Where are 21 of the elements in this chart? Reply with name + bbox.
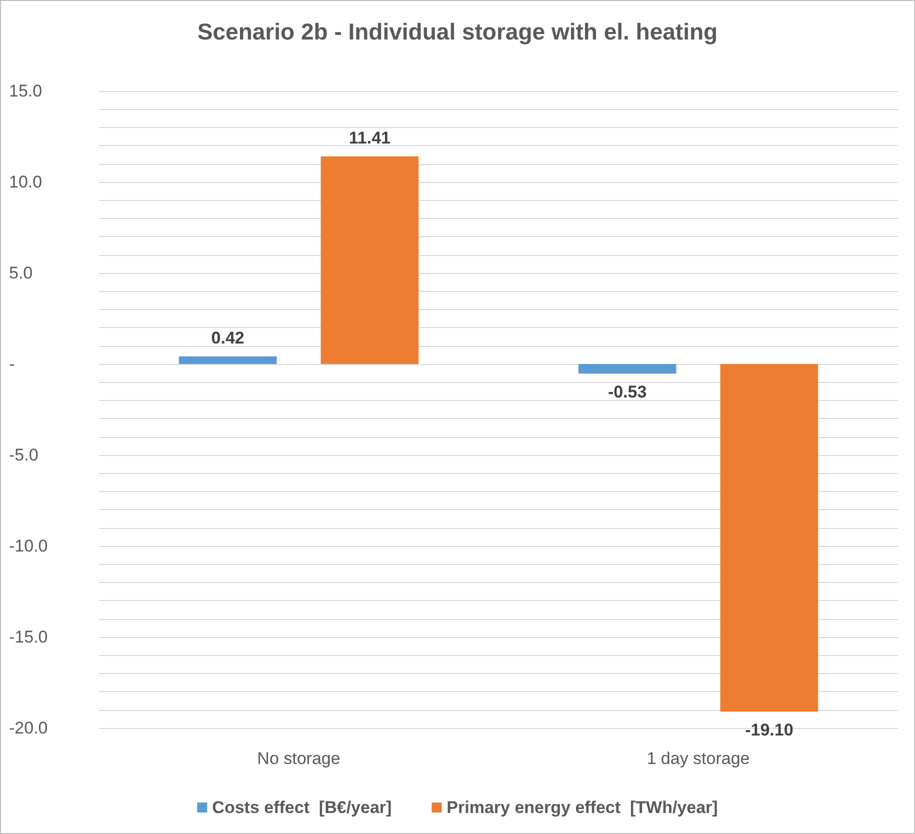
data-label: -0.53 [608,382,647,402]
y-tick-label: -10.0 [9,536,48,556]
bar [178,356,277,364]
data-label: 11.41 [348,128,390,148]
x-tick-label: 1 day storage [646,749,750,768]
legend-label: Primary energy effect [TWh/year] [446,798,718,817]
data-label: 0.42 [211,328,244,348]
y-tick-label: 10.0 [9,172,42,192]
bar [578,364,676,374]
y-tick-label: 15.0 [9,82,42,100]
bar [720,364,818,712]
chart-title: Scenario 2b - Individual storage with el. heating [197,18,718,44]
data-label: -19.10 [745,720,794,740]
x-tick-label: No storage [257,749,340,768]
bar [320,156,419,364]
y-tick-label: - [9,354,15,374]
y-tick-label: -20.0 [9,718,48,738]
legend-label: Costs effect [B€/year] [212,798,392,817]
y-tick-label: -5.0 [9,446,38,464]
y-tick-label: 5.0 [9,264,33,282]
y-tick-label: -15.0 [9,628,48,646]
